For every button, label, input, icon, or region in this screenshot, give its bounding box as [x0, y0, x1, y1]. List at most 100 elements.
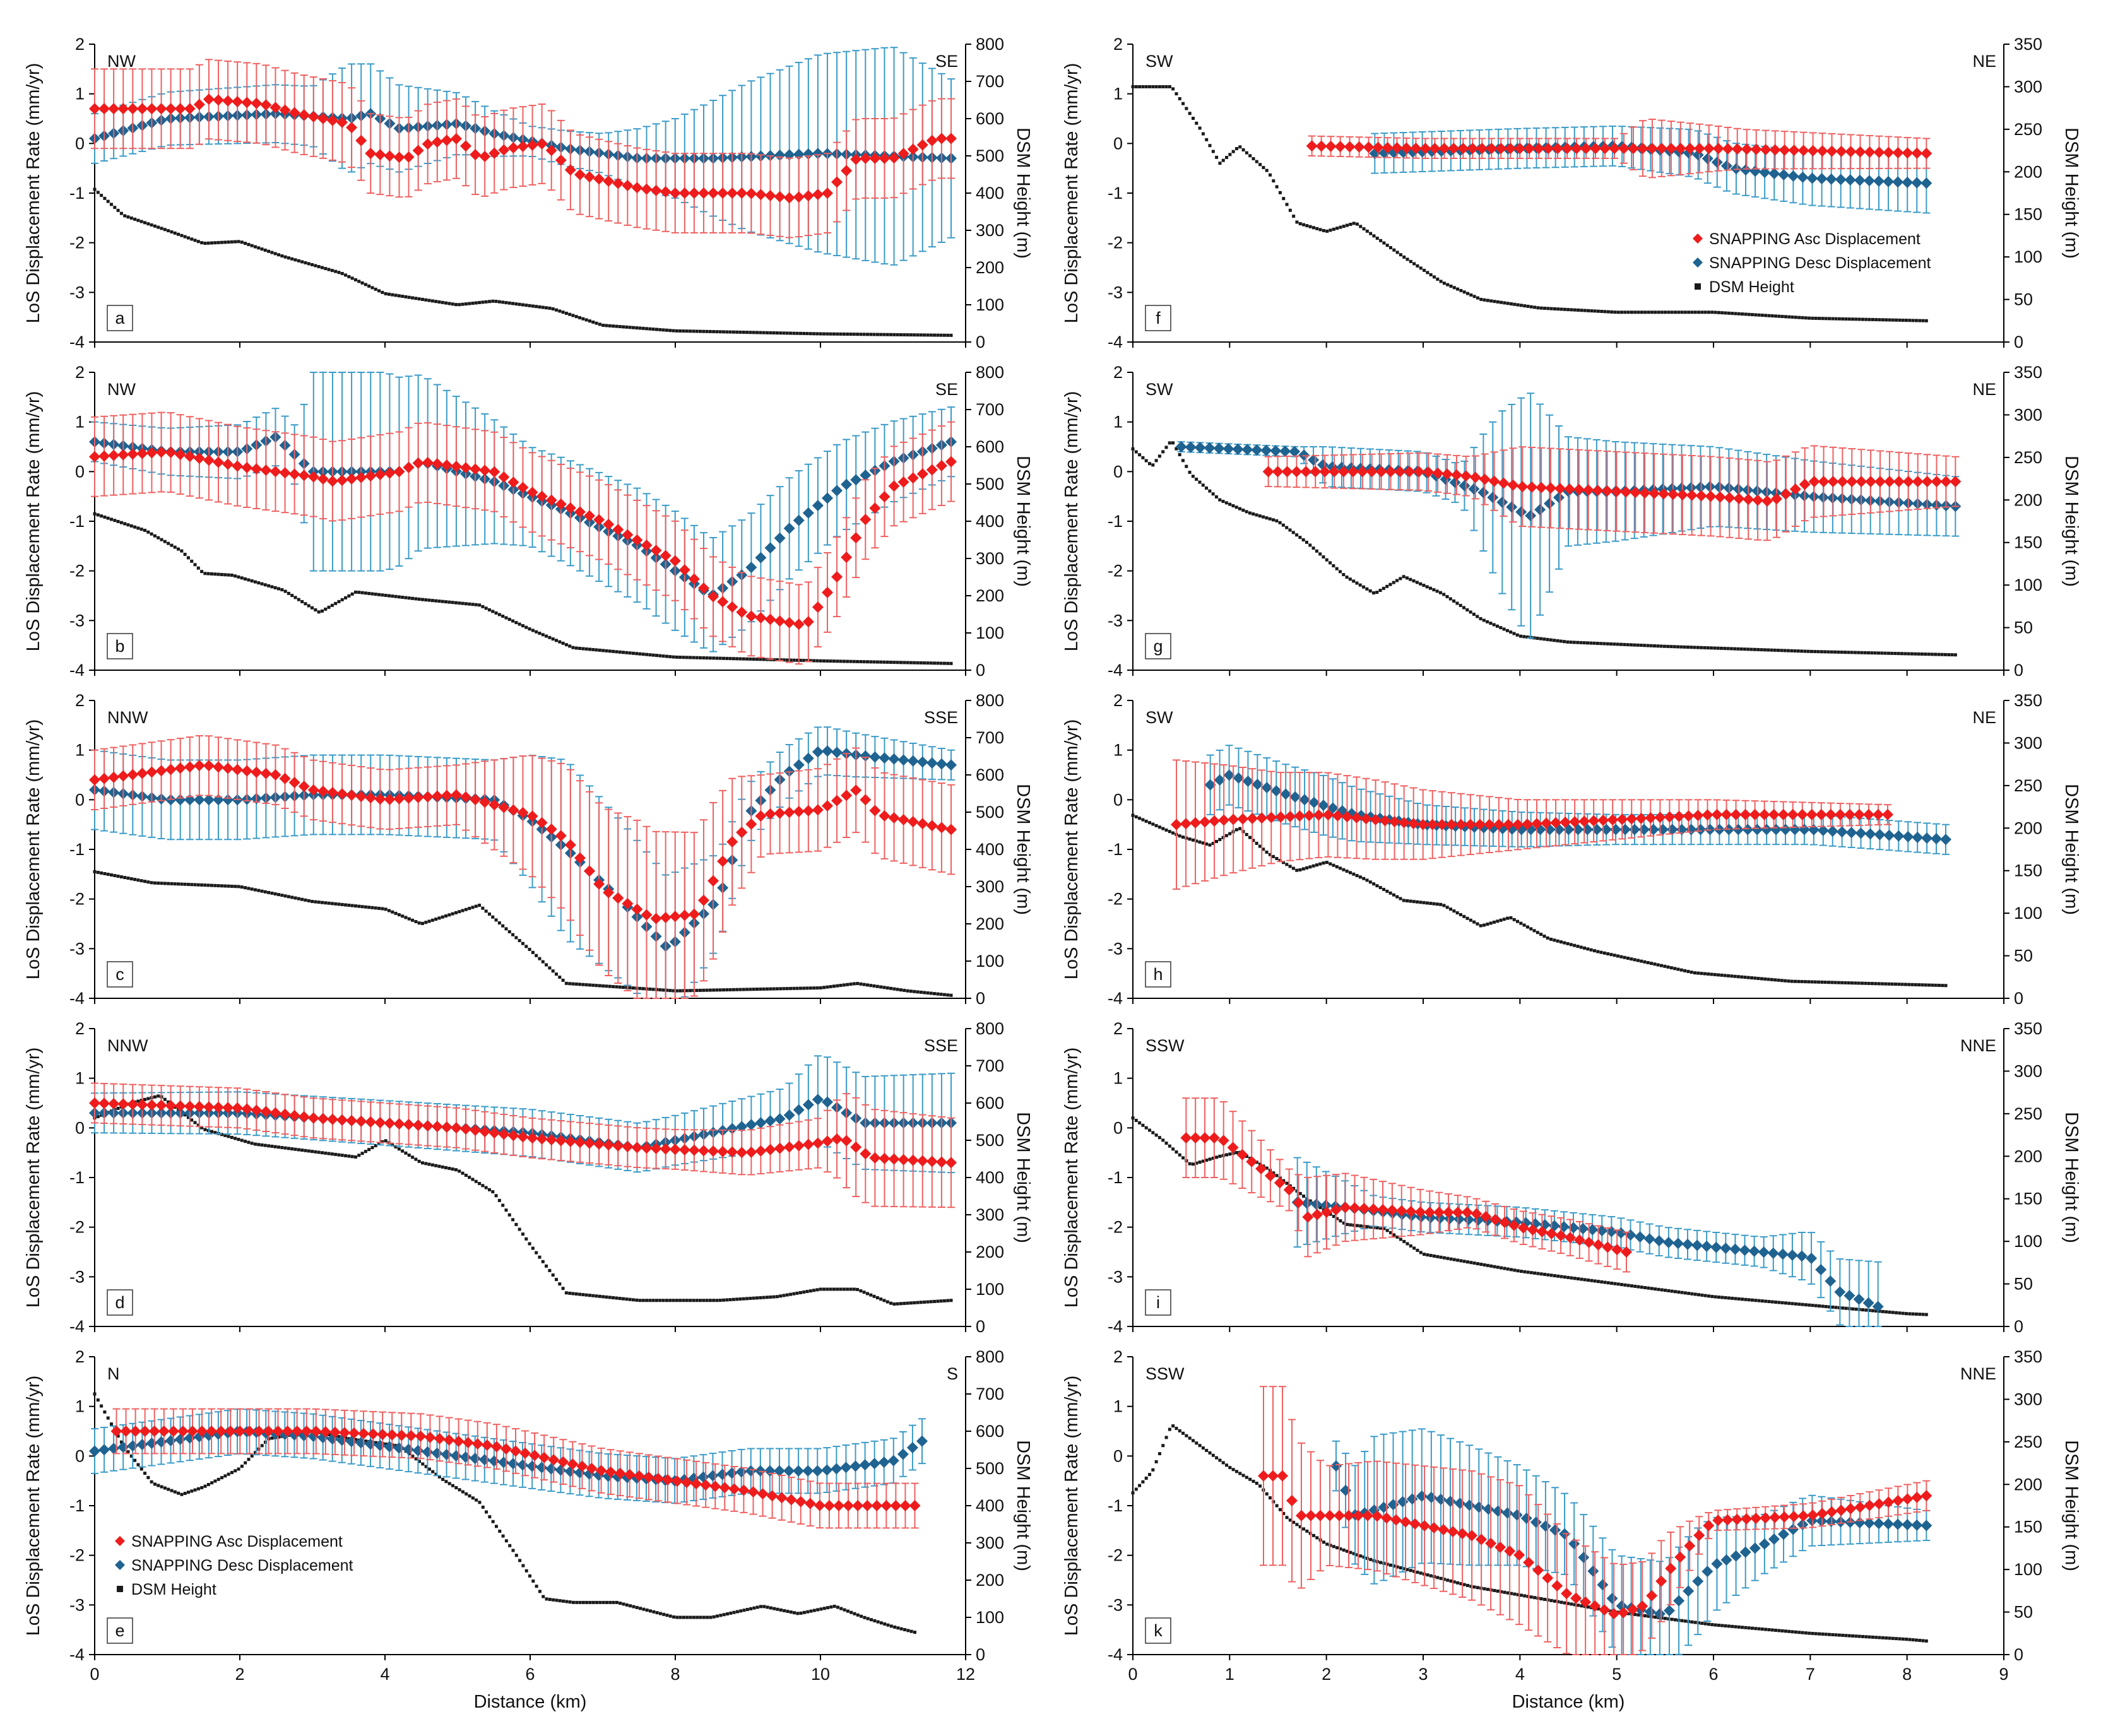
dsm-point [645, 1299, 649, 1302]
dsm-point [605, 984, 608, 988]
dsm-point [789, 331, 793, 335]
dsm-point [203, 572, 207, 576]
dsm-point [139, 220, 143, 223]
dsm-point [216, 572, 220, 576]
dsm-point [885, 333, 889, 336]
desc-point [755, 1117, 767, 1129]
dsm-point [257, 889, 261, 892]
asc-point [869, 152, 881, 164]
dsm-point [793, 1611, 796, 1615]
dsm-point [434, 918, 438, 921]
asc-point [945, 824, 957, 836]
dsm-point [909, 989, 913, 993]
dsm-point [430, 299, 434, 303]
asc-point [155, 765, 167, 777]
dsm-point [391, 293, 394, 297]
dsm-point [842, 332, 846, 336]
dsm-point [216, 884, 220, 888]
dsm-point [555, 972, 559, 976]
dsm-point [287, 895, 290, 899]
asc-point [945, 456, 957, 468]
dsm-point [481, 906, 485, 910]
dsm-point [815, 1288, 819, 1292]
dsm-point [581, 1293, 585, 1297]
dsm-point [471, 1496, 475, 1500]
asc-point [232, 460, 244, 472]
asc-point [241, 462, 253, 474]
dsm-point [792, 1292, 796, 1296]
dsm-point [839, 659, 843, 663]
dsm-point [129, 877, 133, 881]
dsm-point [745, 1297, 749, 1301]
dsm-point [186, 1116, 190, 1119]
asc-point [593, 173, 605, 185]
y2-tick-label: 600 [976, 765, 1004, 784]
dsm-point [574, 315, 578, 319]
asc-point [841, 1135, 853, 1147]
dsm-point [270, 1436, 274, 1440]
asc-point [631, 1142, 643, 1154]
dsm-point [692, 1299, 695, 1302]
asc-point [241, 97, 253, 109]
asc-point [726, 601, 738, 613]
dsm-point [160, 1485, 163, 1489]
dsm-point [407, 596, 411, 600]
asc-point [336, 1114, 348, 1126]
dsm-point [926, 1300, 930, 1304]
dsm-point [725, 330, 729, 334]
dsm-point [591, 1294, 595, 1297]
dsm-point [504, 616, 508, 620]
dsm-point [401, 1149, 405, 1153]
dsm-point [622, 651, 625, 654]
dsm-point [759, 1605, 763, 1609]
dsm-point [441, 300, 444, 304]
dsm-point [514, 1554, 518, 1557]
dsm-point [786, 1609, 790, 1613]
dsm-point [638, 986, 642, 990]
dsm-point [430, 1163, 434, 1167]
asc-point [526, 487, 538, 499]
dsm-point [377, 906, 381, 910]
y2-tick-label: 800 [976, 1347, 1004, 1366]
dsm-point [100, 871, 104, 875]
asc-point [298, 109, 310, 121]
asc-point [136, 1099, 148, 1111]
dsm-point [608, 324, 612, 328]
desc-point [859, 1459, 871, 1471]
dsm-point [126, 877, 130, 880]
dsm-point [762, 658, 766, 661]
dsm-point [692, 329, 695, 333]
dsm-point [220, 884, 223, 888]
dsm-point [478, 904, 482, 907]
dsm-point [752, 331, 755, 334]
dsm-point [484, 1186, 488, 1190]
dsm-point [903, 661, 906, 664]
dsm-point [427, 919, 431, 923]
dsm-point [424, 1465, 428, 1468]
asc-point [403, 792, 415, 804]
dsm-point [815, 986, 819, 990]
asc-point [564, 839, 576, 851]
dsm-point [370, 592, 374, 596]
dsm-point [260, 247, 264, 251]
asc-point [279, 1108, 291, 1120]
y-tick-label: -1 [69, 1496, 85, 1515]
desc-point [879, 752, 891, 764]
desc-point [707, 1470, 719, 1482]
dsm-point [846, 333, 849, 336]
dsm-point [899, 988, 903, 992]
dsm-point [441, 915, 444, 919]
asc-point [697, 187, 709, 199]
dsm-point [200, 570, 204, 574]
dsm-point [772, 1607, 776, 1610]
dsm-point [608, 649, 612, 653]
dsm-point [103, 1410, 107, 1414]
dsm-point [772, 987, 776, 991]
dsm-point [170, 543, 174, 547]
dsm-point [518, 1559, 522, 1562]
asc-point [336, 788, 348, 800]
y2-tick-label: 700 [976, 728, 1004, 747]
dsm-point [129, 524, 133, 528]
dsm-point [558, 1282, 562, 1286]
